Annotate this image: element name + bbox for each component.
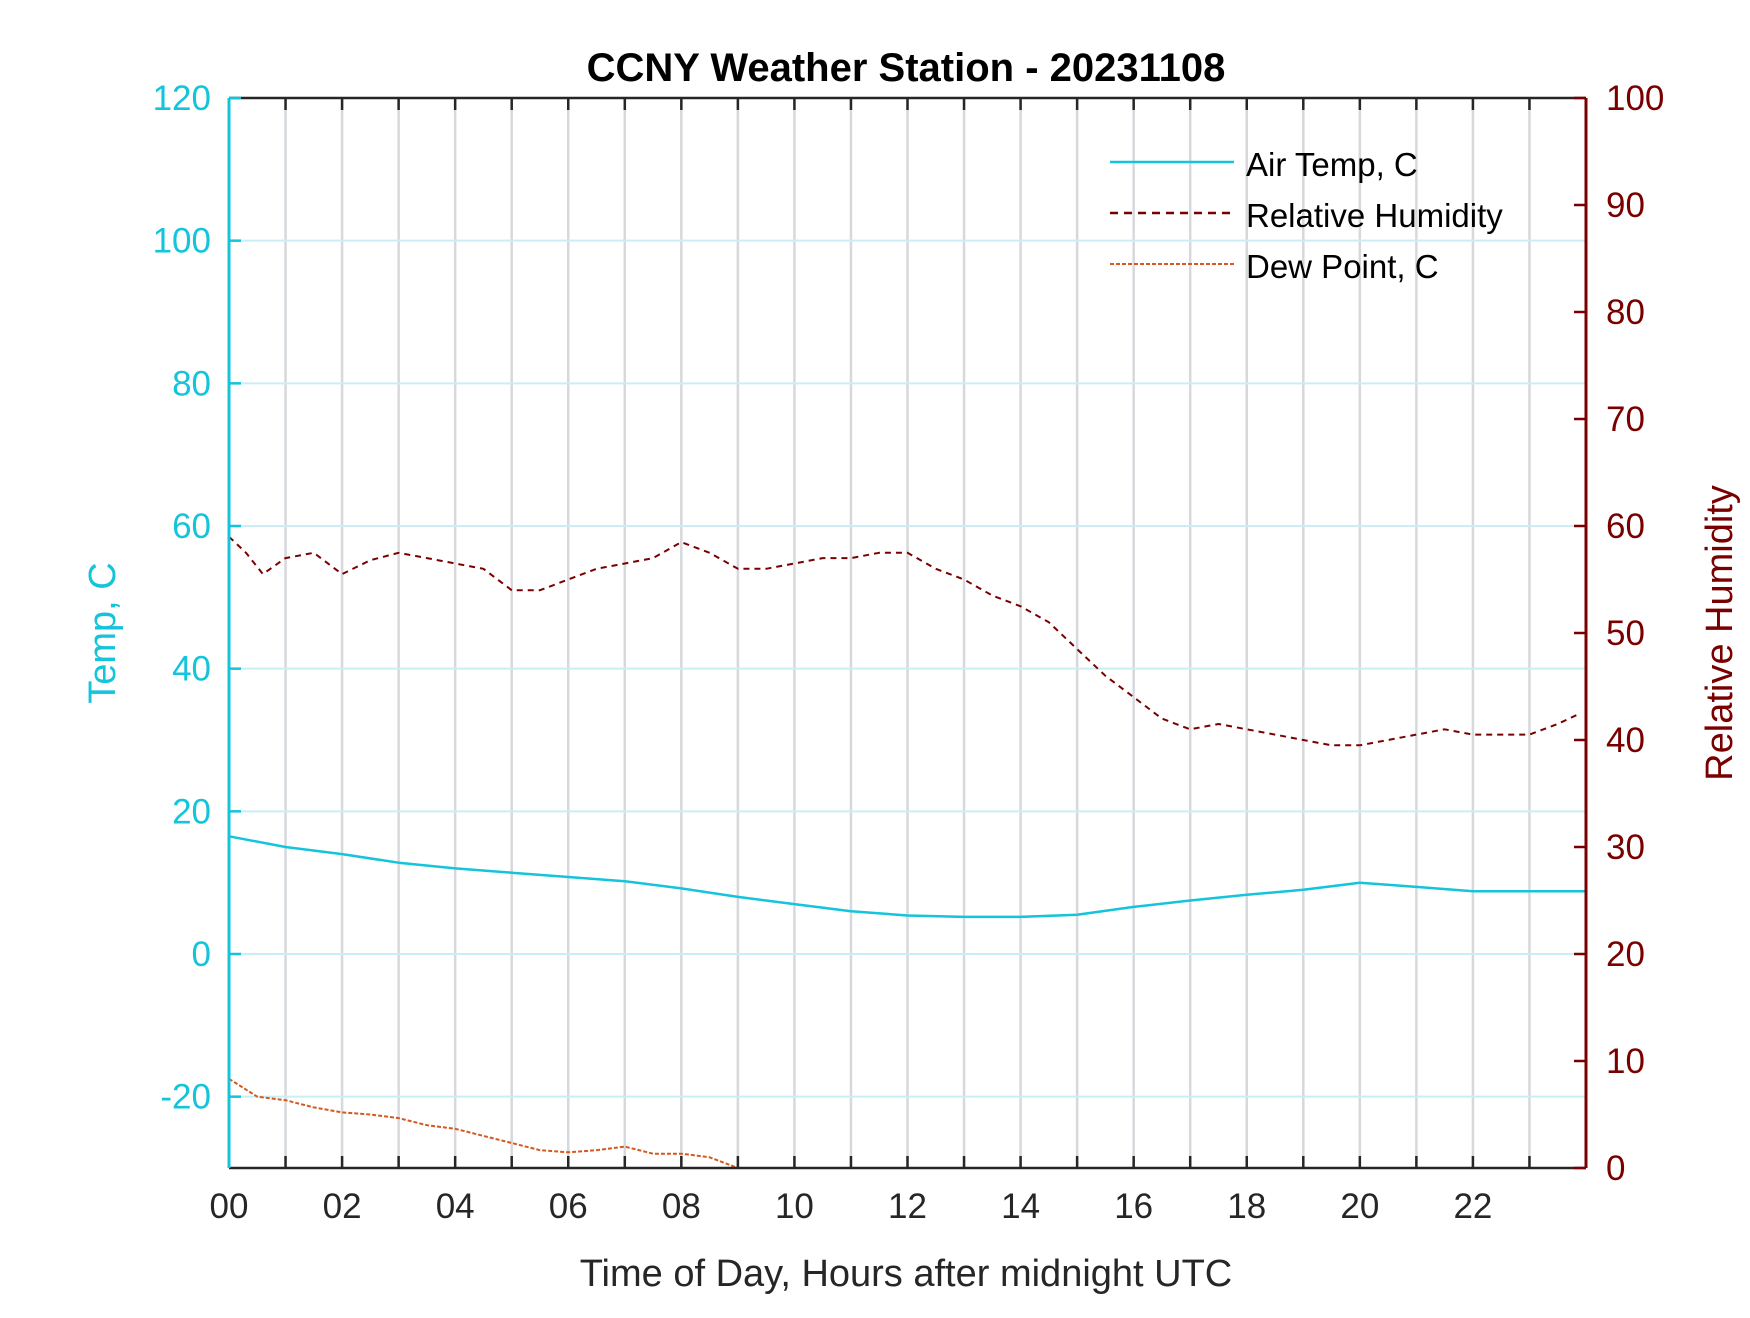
y-tick-label-right: 0 [1606, 1149, 1625, 1188]
x-tick-label: 14 [1001, 1187, 1040, 1226]
x-tick-label: 12 [888, 1187, 927, 1226]
x-tick-label: 00 [210, 1187, 249, 1226]
y-tick-label-right: 20 [1606, 935, 1645, 974]
legend: Air Temp, C Relative Humidity Dew Point,… [1110, 146, 1503, 285]
x-tick-label: 22 [1453, 1187, 1492, 1226]
legend-label-dew-point: Dew Point, C [1246, 248, 1439, 285]
x-tick-label: 08 [662, 1187, 701, 1226]
x-tick-label: 10 [775, 1187, 814, 1226]
grid-layer [229, 98, 1586, 1168]
series-line-dew-point [228, 1077, 739, 1169]
y-tick-label-right: 100 [1606, 79, 1664, 118]
y-tick-label-right: 40 [1606, 721, 1645, 760]
y-tick-label-left: 40 [172, 650, 211, 689]
y-tick-label-right: 90 [1606, 186, 1645, 225]
x-tick-label: 06 [549, 1187, 588, 1226]
y-tick-label-right: 60 [1606, 507, 1645, 546]
legend-label-relative-humidity: Relative Humidity [1246, 197, 1503, 234]
x-tick-label: 02 [323, 1187, 362, 1226]
series-layer [228, 535, 1586, 1169]
y-tick-label-right: 80 [1606, 293, 1645, 332]
chart-title: CCNY Weather Station - 20231108 [587, 46, 1226, 90]
y-tick-label-left: -20 [160, 1078, 211, 1117]
x-axis-tick-labels: 00 02 04 06 08 10 12 14 16 18 20 22 [210, 1187, 1493, 1226]
y-axis-right-label: Relative Humidity [1699, 485, 1741, 781]
legend-label-air-temp: Air Temp, C [1246, 146, 1418, 183]
x-tick-label: 04 [436, 1187, 475, 1226]
y-tick-label-right: 70 [1606, 400, 1645, 439]
series-line-relative-humidity [228, 535, 1581, 747]
left-axis-tick-labels: 120 100 80 60 40 20 0 -20 [153, 79, 211, 1117]
y-tick-label-right: 30 [1606, 828, 1645, 867]
y-tick-label-left: 20 [172, 792, 211, 831]
x-axis-label: Time of Day, Hours after midnight UTC [580, 1253, 1233, 1295]
y-tick-label-right: 50 [1606, 614, 1645, 653]
x-tick-label: 20 [1340, 1187, 1379, 1226]
y-tick-label-right: 10 [1606, 1042, 1645, 1081]
x-tick-label: 16 [1114, 1187, 1153, 1226]
series-line-air-temp [228, 835, 1586, 919]
y-tick-label-left: 120 [153, 79, 211, 118]
y-tick-label-left: 60 [172, 507, 211, 546]
y-tick-label-left: 80 [172, 364, 211, 403]
frame-layer [227, 96, 1588, 1170]
x-tick-label: 18 [1227, 1187, 1266, 1226]
y-tick-label-left: 0 [192, 935, 211, 974]
y-tick-label-left: 100 [153, 222, 211, 261]
y-axis-left-label: Temp, C [82, 562, 124, 703]
